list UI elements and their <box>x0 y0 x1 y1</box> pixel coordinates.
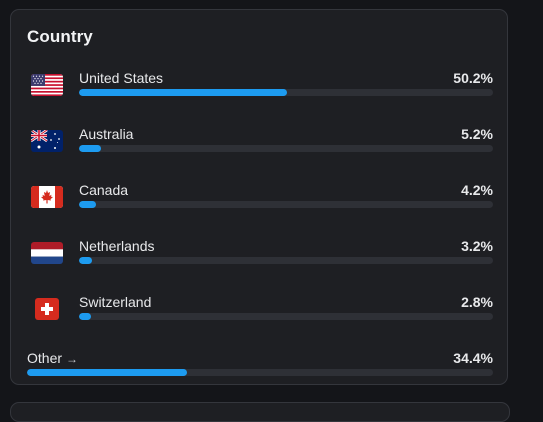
percent-bar-track <box>79 257 493 264</box>
percent-bar-track <box>79 313 493 320</box>
percent-bar-track <box>79 201 493 208</box>
country-percent: 34.4% <box>453 350 493 366</box>
next-card <box>10 402 510 422</box>
switzerland-flag-icon <box>35 298 59 320</box>
percent-bar-track <box>27 369 493 376</box>
percent-bar-fill <box>79 257 93 264</box>
country-name: Switzerland <box>79 294 152 310</box>
country-percent: 4.2% <box>461 182 493 198</box>
country-row-other[interactable]: Other → 34.4% <box>11 350 509 386</box>
percent-bar-fill <box>79 201 97 208</box>
country-name: Canada <box>79 182 129 198</box>
card-title: Country <box>27 27 93 46</box>
other-link[interactable]: Other → <box>27 350 78 367</box>
netherlands-flag-icon <box>31 242 63 264</box>
percent-bar-fill <box>79 145 101 152</box>
percent-bar-track <box>79 89 493 96</box>
percent-bar-fill <box>27 369 188 376</box>
canada-flag-icon <box>31 186 63 208</box>
country-name: United States <box>79 70 164 86</box>
arrow-right-icon: → <box>66 352 79 366</box>
country-card: Country United States 50.2% <box>10 9 508 385</box>
us-flag-icon <box>31 74 63 96</box>
country-percent: 3.2% <box>461 238 493 254</box>
country-name: Netherlands <box>79 238 155 254</box>
australia-flag-icon <box>31 130 63 152</box>
percent-bar-track <box>79 145 493 152</box>
country-row-switzerland[interactable]: Switzerland 2.8% <box>11 294 509 330</box>
other-label: Other <box>27 350 63 366</box>
percent-bar-fill <box>79 89 287 96</box>
country-percent: 2.8% <box>461 294 493 310</box>
country-name: Australia <box>79 126 134 142</box>
country-row-netherlands[interactable]: Netherlands 3.2% <box>11 238 509 274</box>
country-row-canada[interactable]: Canada 4.2% <box>11 182 509 218</box>
country-percent: 5.2% <box>461 126 493 142</box>
country-row-australia[interactable]: Australia 5.2% <box>11 126 509 162</box>
percent-bar-fill <box>79 313 91 320</box>
country-percent: 50.2% <box>453 70 493 86</box>
country-row-united-states[interactable]: United States 50.2% <box>11 70 509 106</box>
